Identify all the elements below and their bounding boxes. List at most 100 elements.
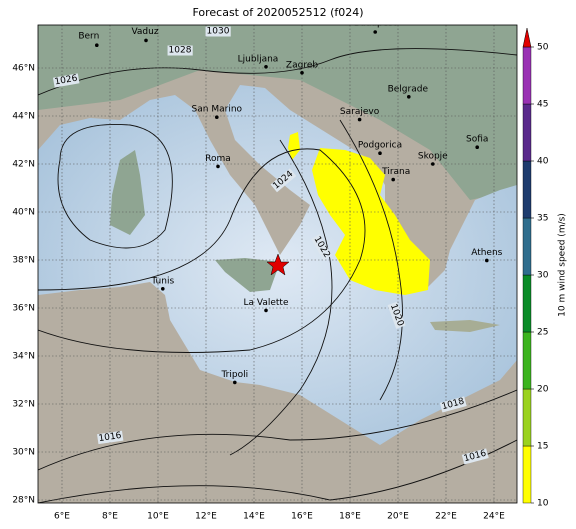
colorbar-extend <box>522 27 532 48</box>
isobar-label-bg <box>270 168 297 193</box>
isobar-label-bg <box>387 301 406 329</box>
city-dot <box>378 151 382 155</box>
lat-tick-label: 30°N <box>12 448 35 458</box>
lat-tick-label: 40°N <box>12 208 35 218</box>
city-dot <box>215 115 219 119</box>
graticule <box>38 25 517 503</box>
lat-tick-label: 36°N <box>12 304 35 314</box>
colorbar-segment <box>522 331 532 390</box>
cities: Bern Vaduz Budapest Ljubljana Zagreb Belgrade… <box>52 19 503 465</box>
city-dot <box>475 145 480 149</box>
location-star <box>266 253 290 276</box>
sicily <box>215 258 280 292</box>
city-dot <box>431 162 435 166</box>
isobar-label-bg <box>461 448 489 465</box>
isobar-label: 1030 <box>207 27 230 37</box>
lon-tick-label: 6°E <box>54 512 70 522</box>
land-north <box>38 25 517 200</box>
city-dot <box>161 287 165 291</box>
colorbar-segment <box>522 46 532 105</box>
isobar-label-bg <box>52 73 80 88</box>
city-dot <box>264 308 268 313</box>
lat-tick-label: 46°N <box>12 64 35 74</box>
colorbar-tick-label: 40 <box>537 157 549 167</box>
city-dot <box>407 95 411 99</box>
lat-tick-label: 44°N <box>12 112 35 122</box>
colorbar: 10 15 20 25 30 35 40 45 50 10 m wind speed (m/s) <box>522 27 568 509</box>
lon-tick-label: 18°E <box>339 512 361 522</box>
city-label: Bern <box>78 32 99 42</box>
lat-tick-label: 42°N <box>12 160 35 170</box>
city-dot <box>300 71 304 75</box>
city-label: Tunis <box>150 276 174 286</box>
colorbar-tick-label: 15 <box>537 442 548 452</box>
colorbar-segment <box>522 274 532 333</box>
lon-tick-label: 14°E <box>243 512 265 522</box>
isobar-label: 1026 <box>54 74 79 88</box>
isobar-label-bg <box>167 45 193 56</box>
city-label: Athens <box>471 248 502 258</box>
city-dot <box>391 177 396 182</box>
colorbar-segment <box>522 388 532 447</box>
isobar-label: 1028 <box>169 46 192 56</box>
colorbar-tick-label: 10 <box>537 499 549 509</box>
axis-labels: 6°E 8°E 10°E 12°E 14°E 16°E 18°E 20°E 22°E 24°E 28… <box>12 64 505 522</box>
map-frame <box>37 24 518 504</box>
colorbar-segment <box>522 160 532 219</box>
city-dot <box>264 65 268 69</box>
colorbar-tick-label: 20 <box>537 385 549 395</box>
city-dot <box>373 30 378 34</box>
colorbar-tick-label: 25 <box>537 328 548 338</box>
colorbar-label: 10 m wind speed (m/s) <box>558 213 568 317</box>
lon-tick-label: 24°E <box>483 512 505 522</box>
city-label: Zagreb <box>286 60 318 70</box>
city-label: Skopje <box>418 152 448 162</box>
lat-tick-label: 34°N <box>12 352 35 362</box>
city-dot <box>485 258 489 263</box>
city-dot <box>233 380 237 385</box>
city-label: Roma <box>205 154 231 164</box>
wind-area <box>288 132 430 295</box>
city-dot <box>144 38 148 43</box>
lat-tick-label: 32°N <box>12 400 35 410</box>
map-title: Forecast of 2020052512 (f024) <box>192 6 363 19</box>
isobar-label-bg <box>205 26 231 37</box>
colorbar-segment <box>522 445 532 504</box>
lon-tick-label: 16°E <box>291 512 313 522</box>
colorbar-tick-label: 50 <box>537 43 549 53</box>
sardinia-corsica <box>110 150 145 235</box>
colorbar-segment <box>522 103 532 162</box>
isobars <box>38 48 517 503</box>
isobar-label-bg <box>97 430 124 445</box>
city-label: Belgrade <box>388 84 429 94</box>
colorbar-tick-label: 30 <box>537 271 549 281</box>
city-label: Sarajevo <box>340 107 380 117</box>
isobar-label: 1016 <box>98 431 122 444</box>
city-label: San Marino <box>192 105 243 115</box>
city-label: Budapest <box>354 19 397 29</box>
lat-tick-label: 38°N <box>12 256 35 266</box>
crete <box>430 320 500 332</box>
city-dot <box>95 43 99 47</box>
city-label: Vaduz <box>131 27 158 37</box>
lat-tick-label: 28°N <box>12 496 35 506</box>
city-label: Podgorica <box>358 141 402 151</box>
lon-tick-label: 12°E <box>195 512 217 522</box>
city-label: Tripoli <box>220 370 248 380</box>
colorbar-segment <box>522 217 532 276</box>
colorbar-tick-label: 35 <box>537 214 548 224</box>
isobar-label-bg <box>311 233 333 261</box>
city-label: Ljubljana <box>238 54 279 64</box>
lon-tick-label: 22°E <box>435 512 457 522</box>
lon-tick-label: 20°E <box>387 512 409 522</box>
isobar-label-bg <box>439 396 467 413</box>
lon-tick-label: 10°E <box>147 512 169 522</box>
city-label: La Valette <box>244 298 289 308</box>
colorbar-tick-label: 45 <box>537 100 548 110</box>
map-area: Bern Vaduz Budapest Ljubljana Zagreb Belgrade… <box>38 19 517 503</box>
city-dot <box>216 164 220 169</box>
city-dot <box>357 117 362 122</box>
lon-tick-label: 8°E <box>102 512 118 522</box>
city-label: Sofia <box>466 135 488 145</box>
city-label: Tirana <box>381 167 410 177</box>
